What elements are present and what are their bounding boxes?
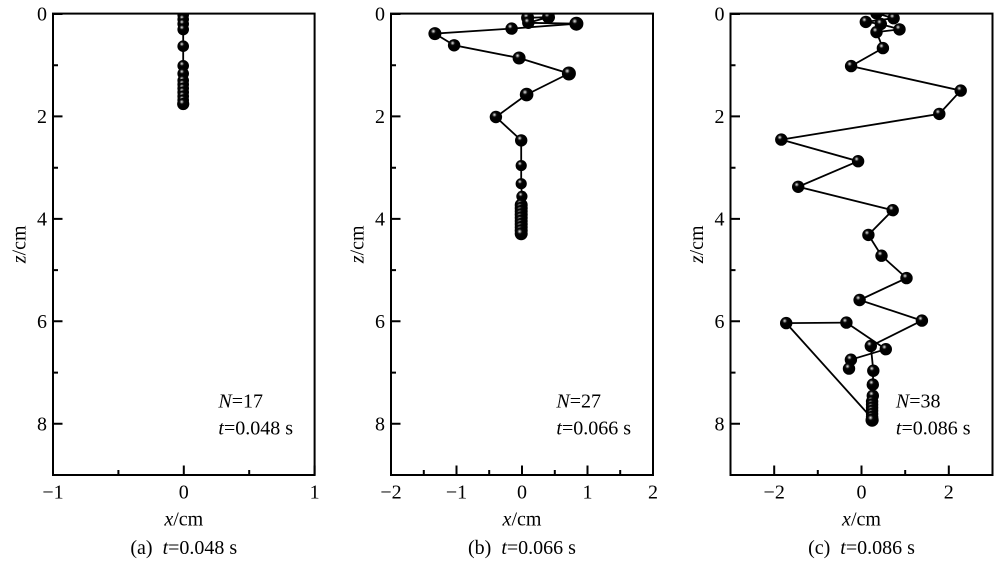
svg-text:8: 8 — [37, 413, 47, 435]
svg-text:t=0.086 s: t=0.086 s — [896, 418, 971, 440]
svg-text:−1: −1 — [42, 482, 63, 504]
svg-text:N=27: N=27 — [555, 391, 601, 413]
svg-text:N=38: N=38 — [895, 391, 941, 413]
svg-text:1: 1 — [310, 482, 320, 504]
svg-text:2: 2 — [37, 106, 47, 128]
svg-text:6: 6 — [375, 311, 385, 333]
svg-text:2: 2 — [715, 106, 725, 128]
svg-text:6: 6 — [37, 311, 47, 333]
svg-text:x/cm: x/cm — [163, 509, 203, 531]
svg-text:8: 8 — [715, 413, 725, 435]
svg-text:t=0.048 s: t=0.048 s — [218, 418, 293, 440]
svg-text:1: 1 — [583, 482, 593, 504]
svg-text:2: 2 — [648, 482, 658, 504]
svg-text:(c) t=0.086 s: (c) t=0.086 s — [808, 537, 915, 559]
svg-text:x/cm: x/cm — [841, 509, 881, 531]
svg-text:(a) t=0.048 s: (a) t=0.048 s — [130, 537, 237, 559]
svg-text:x/cm: x/cm — [502, 509, 542, 531]
svg-text:0: 0 — [375, 4, 385, 26]
svg-text:6: 6 — [715, 311, 725, 333]
svg-text:z/cm: z/cm — [9, 225, 31, 264]
svg-text:z/cm: z/cm — [686, 225, 708, 264]
svg-text:0: 0 — [179, 482, 189, 504]
svg-text:4: 4 — [715, 209, 725, 231]
svg-text:8: 8 — [375, 413, 385, 435]
svg-text:0: 0 — [857, 482, 867, 504]
svg-text:0: 0 — [37, 4, 47, 26]
svg-text:2: 2 — [944, 482, 954, 504]
svg-text:(b) t=0.066 s: (b) t=0.066 s — [468, 537, 576, 559]
svg-text:2: 2 — [375, 106, 385, 128]
svg-text:4: 4 — [375, 209, 385, 231]
svg-text:−1: −1 — [446, 482, 467, 504]
svg-text:−2: −2 — [764, 482, 785, 504]
svg-text:4: 4 — [37, 209, 47, 231]
svg-text:0: 0 — [715, 4, 725, 26]
svg-text:t=0.066 s: t=0.066 s — [556, 418, 631, 440]
svg-text:N=17: N=17 — [217, 391, 263, 413]
svg-text:−2: −2 — [380, 482, 401, 504]
svg-text:0: 0 — [517, 482, 527, 504]
svg-text:z/cm: z/cm — [347, 225, 369, 264]
